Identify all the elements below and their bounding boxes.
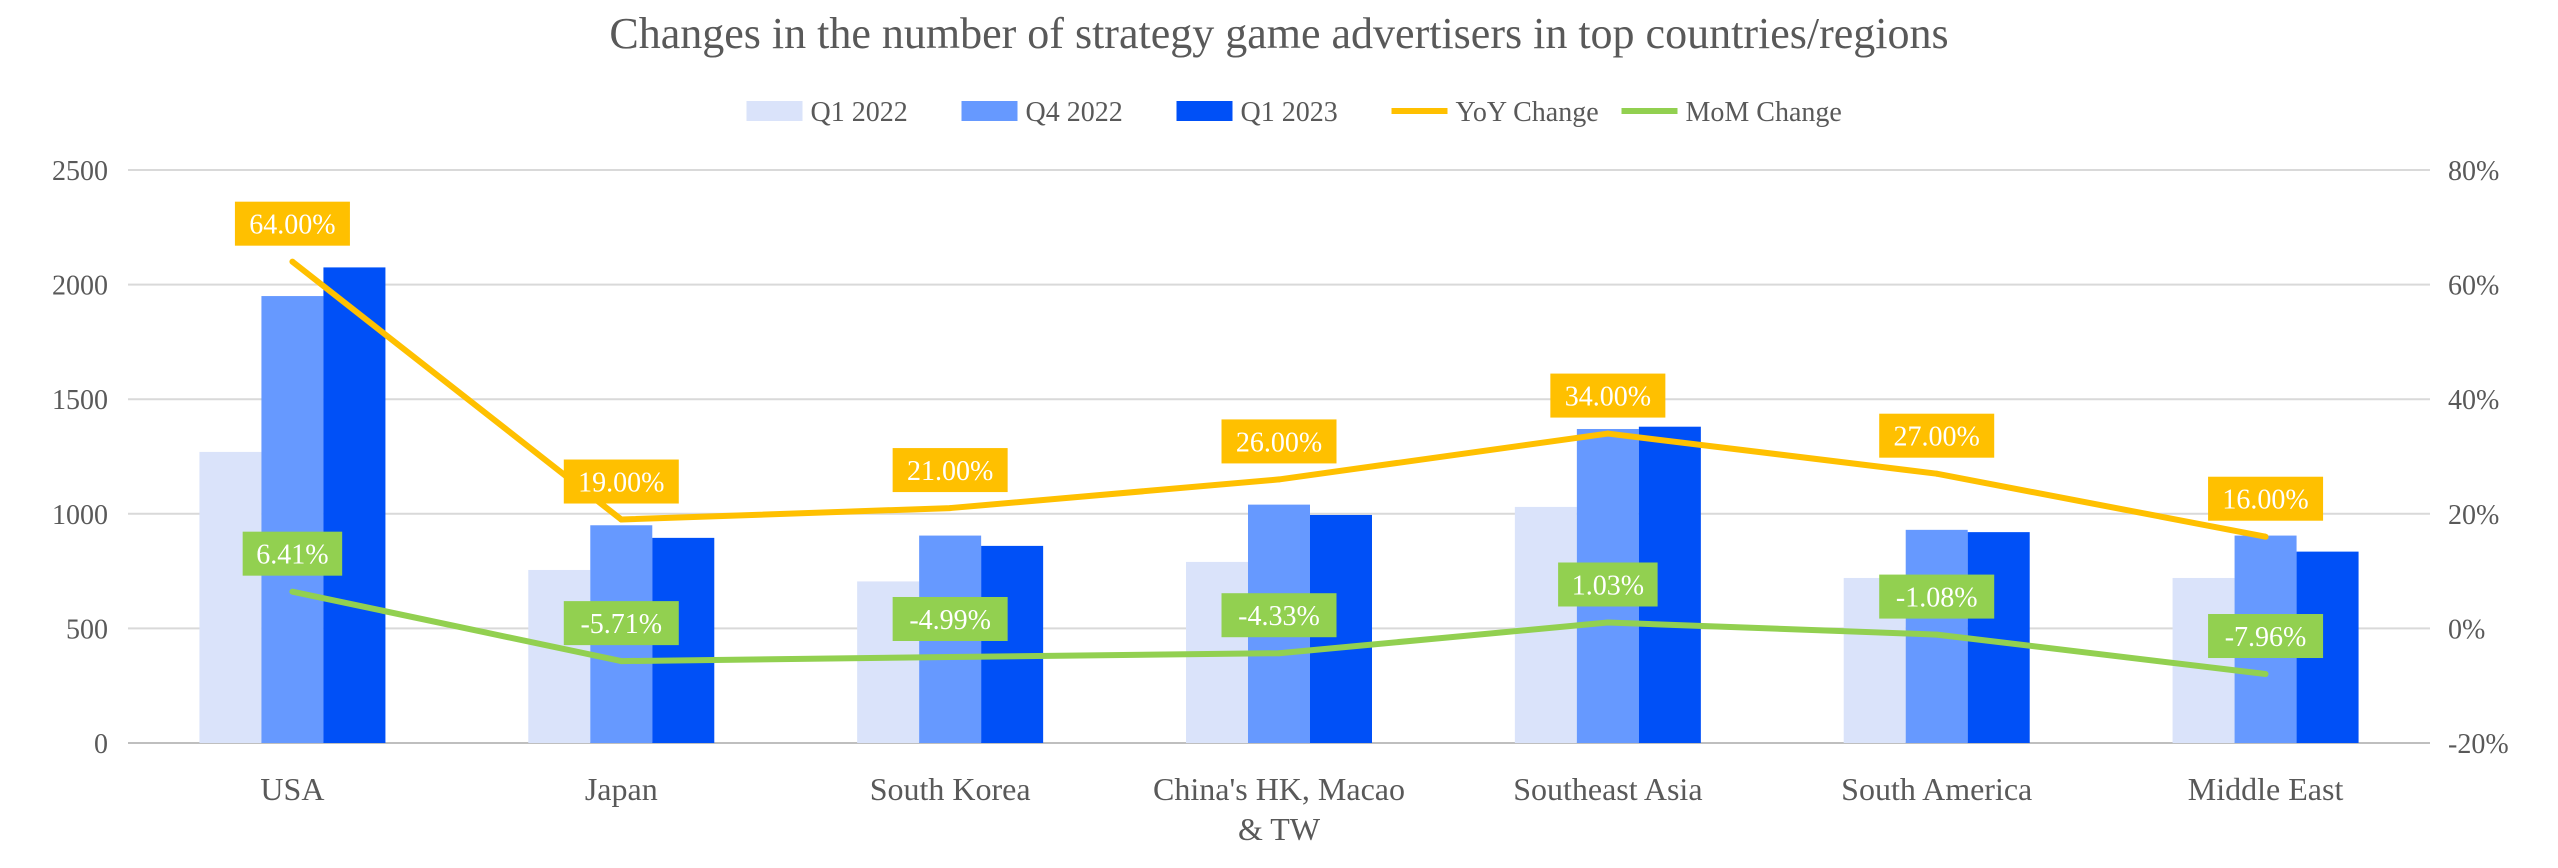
line-point: [947, 505, 954, 512]
line-point: [2262, 671, 2269, 678]
data-label-box: [1879, 574, 1995, 619]
data-label: 6.41%: [256, 540, 328, 571]
data-label: -5.71%: [580, 609, 662, 640]
data-label: -7.96%: [2225, 622, 2307, 653]
bars: [199, 267, 2359, 743]
data-label-box: [234, 201, 350, 246]
legend-label: Q1 2023: [1241, 97, 1338, 128]
data-label-box: [1550, 373, 1666, 418]
data-label-box: [1558, 562, 1658, 607]
legend-label: Q4 2022: [1026, 97, 1123, 128]
bar: [261, 296, 324, 743]
data-label: 27.00%: [1894, 422, 1980, 453]
bar: [323, 267, 386, 743]
line-point: [618, 658, 625, 665]
line-point: [947, 653, 954, 660]
line-point: [1933, 631, 1940, 638]
data-label-box: [563, 459, 679, 504]
line-point: [1933, 470, 1940, 477]
category-labels: USA Japan South Korea China's HK, Macao & TW…: [260, 771, 2343, 847]
data-label: 26.00%: [1236, 427, 1322, 458]
bar: [981, 545, 1044, 743]
right-tick-label: 20%: [2448, 500, 2499, 531]
right-tick-label: 0%: [2448, 614, 2485, 645]
data-label-box: [563, 601, 679, 646]
right-tick-label: -20%: [2448, 729, 2509, 760]
left-tick-label: 0: [94, 729, 108, 760]
bar: [199, 451, 262, 743]
left-tick-label: 500: [66, 614, 108, 645]
data-label-box: [242, 531, 343, 576]
right-tick-label: 80%: [2448, 156, 2499, 187]
line-point: [2262, 533, 2269, 540]
legend-swatch: [746, 101, 803, 121]
left-tick-label: 1500: [52, 385, 108, 416]
category-label: South America: [1841, 771, 2032, 807]
bar: [528, 569, 591, 743]
data-label: -4.99%: [909, 605, 991, 636]
legend-label: Q1 2022: [811, 97, 908, 128]
legend: Q1 2022 Q4 2022 Q1 2023 YoY Change MoM Chang…: [746, 97, 1842, 128]
category-label: China's HK, Macao & TW: [1153, 771, 1405, 847]
right-tick-label: 60%: [2448, 271, 2499, 302]
data-label: 21.00%: [907, 456, 993, 487]
data-label: 64.00%: [249, 210, 335, 241]
data-label: 16.00%: [2222, 485, 2308, 516]
left-tick-label: 2500: [52, 156, 108, 187]
line-point: [289, 258, 296, 265]
lines: 64.00% 19.00% 21.00% 26.00% 34.00% 27.00% 16.0…: [234, 201, 2324, 678]
data-label-box: [892, 596, 1008, 641]
category-label: South Korea: [870, 771, 1031, 807]
data-label-box: [1879, 413, 1995, 458]
category-label: Middle East: [2188, 771, 2344, 807]
line-point: [1604, 619, 1611, 626]
left-tick-label: 1000: [52, 500, 108, 531]
bar: [2172, 577, 2235, 743]
line-point: [1604, 430, 1611, 437]
data-label: 34.00%: [1565, 382, 1651, 413]
data-label-box: [1221, 419, 1337, 464]
legend-label: MoM Change: [1686, 97, 1842, 128]
data-label-box: [892, 448, 1008, 493]
category-label: USA: [260, 771, 324, 807]
line-point: [1276, 476, 1282, 483]
data-label: -1.08%: [1896, 583, 1978, 614]
line-point: [1276, 650, 1282, 657]
category-label: Southeast Asia: [1513, 771, 1702, 807]
left-tick-label: 2000: [52, 271, 108, 302]
data-label: 1.03%: [1572, 570, 1644, 601]
category-label: Japan: [585, 771, 658, 807]
line-point: [289, 588, 296, 595]
line-point: [618, 516, 625, 523]
data-label-box: [2208, 614, 2324, 659]
right-tick-label: 40%: [2448, 385, 2499, 416]
legend-label: YoY Change: [1456, 97, 1599, 128]
data-label-box: [2208, 476, 2324, 521]
chart-title: Changes in the number of strategy game a…: [609, 9, 1948, 58]
left-axis: 0 500 1000 1500 2000 2500: [52, 156, 108, 760]
data-label: -4.33%: [1238, 601, 1320, 632]
legend-swatch: [1176, 101, 1233, 121]
data-label: 19.00%: [578, 468, 664, 499]
right-axis: -20% 0% 20% 40% 60% 80%: [2448, 156, 2509, 760]
data-label-box: [1221, 593, 1337, 638]
legend-swatch: [961, 101, 1018, 121]
